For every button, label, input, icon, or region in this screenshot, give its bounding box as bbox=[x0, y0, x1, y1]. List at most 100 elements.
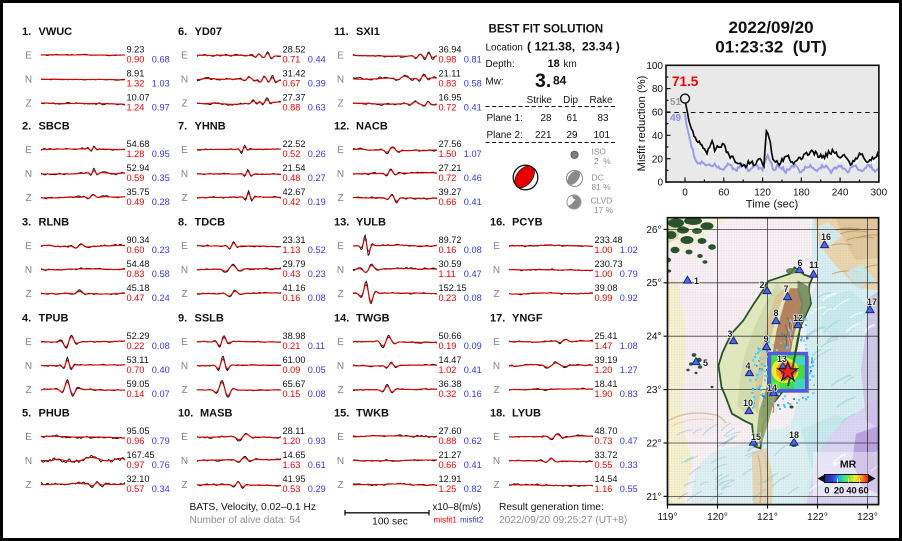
svg-text:13: 13 bbox=[777, 354, 787, 364]
svg-text:0.48: 0.48 bbox=[283, 173, 301, 183]
svg-text:E: E bbox=[25, 432, 32, 443]
svg-text:TWGB: TWGB bbox=[356, 313, 390, 325]
svg-text:36.38: 36.38 bbox=[439, 379, 462, 389]
svg-text:54.68: 54.68 bbox=[127, 139, 150, 149]
svg-text:E: E bbox=[181, 145, 188, 156]
svg-text:18: 18 bbox=[548, 58, 560, 70]
svg-text:12.91: 12.91 bbox=[439, 474, 462, 484]
svg-text:0.35: 0.35 bbox=[152, 173, 170, 183]
svg-text:13.: 13. bbox=[334, 217, 349, 229]
svg-text:BATS, Velocity, 0.02–0.1 Hz: BATS, Velocity, 0.02–0.1 Hz bbox=[190, 502, 316, 513]
svg-text:38.98: 38.98 bbox=[283, 331, 306, 341]
svg-text:0.47: 0.47 bbox=[620, 436, 638, 446]
svg-text:42.67: 42.67 bbox=[283, 187, 306, 197]
svg-text:0.34: 0.34 bbox=[152, 484, 170, 494]
svg-text:Z: Z bbox=[25, 99, 31, 110]
svg-text:PHUB: PHUB bbox=[39, 408, 70, 420]
svg-text:ISO: ISO bbox=[592, 146, 607, 156]
svg-text:SXI1: SXI1 bbox=[356, 26, 380, 38]
svg-text:22.52: 22.52 bbox=[283, 139, 306, 149]
svg-text:0.49: 0.49 bbox=[127, 197, 145, 207]
svg-text:E: E bbox=[181, 337, 188, 348]
svg-text:Z: Z bbox=[181, 289, 187, 300]
svg-text:100: 100 bbox=[646, 61, 663, 72]
svg-text:Z: Z bbox=[181, 193, 187, 204]
svg-text:0.27: 0.27 bbox=[308, 173, 326, 183]
svg-text:27.56: 27.56 bbox=[439, 139, 462, 149]
svg-text:84: 84 bbox=[553, 74, 567, 88]
svg-text:0.55: 0.55 bbox=[595, 460, 613, 470]
svg-text:123°: 123° bbox=[857, 512, 878, 523]
svg-text:Z: Z bbox=[181, 385, 187, 396]
svg-text:0.19: 0.19 bbox=[439, 341, 457, 351]
svg-text:0.99: 0.99 bbox=[595, 293, 613, 303]
svg-text:Strike: Strike bbox=[527, 95, 553, 106]
svg-text:14.54: 14.54 bbox=[595, 474, 618, 484]
svg-text:0.40: 0.40 bbox=[152, 365, 170, 375]
svg-text:N: N bbox=[25, 361, 32, 372]
svg-text:0.58: 0.58 bbox=[464, 79, 482, 89]
svg-text:30.59: 30.59 bbox=[439, 259, 462, 269]
svg-text:0.14: 0.14 bbox=[127, 389, 145, 399]
svg-text:53.11: 53.11 bbox=[127, 355, 149, 365]
svg-text:28: 28 bbox=[541, 113, 552, 124]
svg-text:26°: 26° bbox=[646, 225, 661, 236]
svg-text:N: N bbox=[181, 169, 188, 180]
svg-text:0.23: 0.23 bbox=[308, 269, 326, 279]
svg-text:0.73: 0.73 bbox=[595, 436, 613, 446]
svg-text:YNGF: YNGF bbox=[512, 313, 543, 325]
svg-text:0.09: 0.09 bbox=[283, 365, 301, 375]
svg-text:0.42: 0.42 bbox=[283, 197, 301, 207]
svg-text:0.82: 0.82 bbox=[464, 484, 482, 494]
svg-text:Depth:: Depth: bbox=[486, 59, 515, 70]
svg-text:28.11: 28.11 bbox=[283, 426, 305, 436]
svg-text:MR: MR bbox=[840, 459, 857, 471]
svg-text:9: 9 bbox=[763, 334, 768, 344]
svg-text:0.21: 0.21 bbox=[283, 341, 301, 351]
svg-text:YULB: YULB bbox=[356, 217, 386, 229]
svg-text:Z: Z bbox=[181, 480, 187, 491]
svg-text:LYUB: LYUB bbox=[512, 408, 541, 420]
svg-text:95.05: 95.05 bbox=[127, 426, 150, 436]
svg-text:18: 18 bbox=[789, 430, 799, 440]
svg-text:0.58: 0.58 bbox=[152, 269, 170, 279]
svg-text:12: 12 bbox=[793, 313, 803, 323]
svg-text:0.95: 0.95 bbox=[152, 149, 170, 159]
svg-text:N: N bbox=[493, 361, 500, 372]
svg-text:0.23: 0.23 bbox=[439, 293, 457, 303]
svg-text:3.: 3. bbox=[22, 217, 31, 229]
svg-text:Z: Z bbox=[493, 289, 499, 300]
svg-text:1.63: 1.63 bbox=[283, 460, 301, 470]
svg-text:48.70: 48.70 bbox=[595, 426, 618, 436]
svg-text:41.95: 41.95 bbox=[283, 474, 306, 484]
svg-text:0.72: 0.72 bbox=[439, 173, 457, 183]
svg-text:3.: 3. bbox=[535, 70, 551, 92]
svg-text:50.66: 50.66 bbox=[439, 331, 462, 341]
svg-text:17 %: 17 % bbox=[594, 205, 614, 215]
svg-text:Z: Z bbox=[25, 385, 31, 396]
svg-text:10.07: 10.07 bbox=[127, 92, 150, 102]
svg-text:17.: 17. bbox=[490, 313, 505, 325]
svg-text:0.08: 0.08 bbox=[464, 293, 482, 303]
svg-text:1: 1 bbox=[694, 276, 699, 286]
svg-text:40: 40 bbox=[652, 131, 664, 142]
svg-text:5.: 5. bbox=[22, 408, 31, 420]
svg-text:122°: 122° bbox=[807, 512, 828, 523]
svg-text:0.41: 0.41 bbox=[464, 365, 482, 375]
svg-text:0.41: 0.41 bbox=[464, 460, 482, 470]
svg-text:0.41: 0.41 bbox=[464, 197, 482, 207]
svg-text:E: E bbox=[337, 51, 344, 62]
svg-text:0.90: 0.90 bbox=[127, 55, 145, 65]
svg-text:25°: 25° bbox=[646, 278, 661, 289]
svg-text:300: 300 bbox=[871, 188, 888, 199]
svg-text:29: 29 bbox=[567, 130, 578, 141]
svg-text:0.68: 0.68 bbox=[152, 55, 170, 65]
svg-text:89.72: 89.72 bbox=[439, 235, 462, 245]
svg-text:Z: Z bbox=[337, 99, 343, 110]
svg-text:1.25: 1.25 bbox=[439, 484, 457, 494]
svg-text:Z: Z bbox=[337, 480, 343, 491]
svg-text:N: N bbox=[25, 456, 32, 467]
svg-text:0.97: 0.97 bbox=[152, 103, 170, 113]
svg-text:SBCB: SBCB bbox=[39, 121, 70, 133]
svg-text:6.: 6. bbox=[178, 26, 187, 38]
